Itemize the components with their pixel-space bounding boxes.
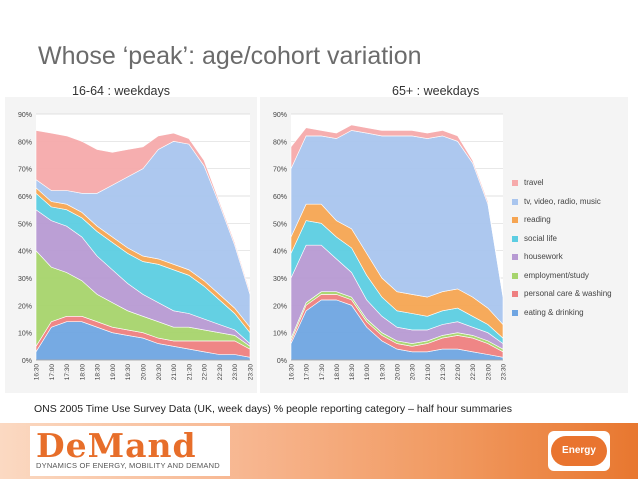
x-tick-label: 21:30 — [186, 364, 193, 381]
y-tick-label: 0% — [277, 358, 287, 365]
y-tick-label: 40% — [273, 249, 287, 256]
y-tick-label: 70% — [273, 167, 287, 174]
legend-label: travel — [524, 178, 544, 187]
logo-background — [30, 426, 230, 476]
legend-swatch — [512, 272, 518, 279]
x-tick-label: 17:00 — [304, 364, 311, 381]
x-tick-label: 17:30 — [319, 364, 326, 381]
chart-right-subtitle: 65+ : weekdays — [392, 84, 480, 98]
x-tick-label: 23:30 — [248, 364, 255, 381]
y-tick-label: 10% — [18, 331, 32, 338]
x-tick-label: 21:30 — [440, 364, 447, 381]
x-tick-label: 18:00 — [79, 364, 86, 381]
x-tick-label: 20:00 — [395, 364, 402, 381]
x-tick-label: 19:00 — [364, 364, 371, 381]
x-tick-label: 22:00 — [202, 364, 209, 381]
x-tick-label: 20:00 — [141, 364, 148, 381]
y-tick-label: 80% — [273, 139, 287, 146]
demand-logo: DeMand — [36, 426, 197, 465]
x-tick-label: 22:30 — [217, 364, 224, 381]
y-tick-label: 60% — [273, 194, 287, 201]
legend-swatch — [512, 291, 518, 297]
legend-swatch — [512, 198, 518, 205]
x-tick-label: 20:30 — [156, 364, 163, 381]
area-travel — [290, 124, 504, 298]
y-tick-label: 50% — [18, 221, 32, 228]
legend-swatch — [512, 217, 518, 223]
x-tick-label: 16:30 — [289, 364, 296, 381]
x-tick-label: 22:00 — [455, 364, 462, 381]
x-tick-label: 18:30 — [95, 364, 102, 381]
x-tick-label: 19:30 — [125, 364, 132, 381]
y-tick-label: 0% — [22, 358, 32, 365]
legend-label: reading — [524, 215, 551, 224]
legend-swatch — [512, 309, 518, 316]
legend-label: social life — [524, 233, 557, 243]
legend-label: personal care & washing — [524, 289, 612, 298]
x-tick-label: 16:30 — [34, 364, 41, 381]
x-tick-label: 20:30 — [410, 364, 417, 381]
chart-left-subtitle: 16-64 : weekdays — [72, 84, 170, 98]
legend-label: employment/study — [524, 270, 589, 280]
x-tick-label: 22:30 — [470, 364, 477, 381]
legend-label: tv, video, radio, music — [524, 196, 601, 206]
y-tick-label: 20% — [273, 303, 287, 310]
y-tick-label: 10% — [273, 331, 287, 338]
x-tick-label: 23:30 — [501, 364, 508, 381]
chart-16-64: 0% 10% 20% 30% 40% 50% 60% 70% 80% 90% 16:30 17:00 1… — [5, 97, 257, 393]
x-tick-label: 21:00 — [171, 364, 178, 381]
y-tick-label: 40% — [18, 249, 32, 256]
legend-label: eating & drinking — [524, 307, 584, 317]
x-tick-label: 17:00 — [49, 364, 56, 381]
x-tick-label: 21:00 — [425, 364, 432, 381]
x-tick-label: 19:30 — [379, 364, 386, 381]
x-tick-label: 17:30 — [64, 364, 71, 381]
y-tick-label: 90% — [18, 112, 32, 119]
y-tick-label: 30% — [18, 276, 32, 283]
x-tick-label: 19:00 — [110, 364, 117, 381]
chart-16-64-svg: 0% 10% 20% 30% 40% 50% 60% 70% 80% 90% 16:30 17:00 1… — [18, 112, 255, 381]
y-tick-label: 90% — [273, 112, 287, 119]
chart-65-plus-svg: 0% 10% 20% 30% 40% 50% 60% 70% 80% 90% 16:30 17:00 1… — [273, 112, 508, 381]
chart-65-plus: 0% 10% 20% 30% 40% 50% 60% 70% 80% 90% 16:30 17:00 1… — [260, 97, 628, 393]
legend-swatch — [512, 235, 518, 242]
legend-swatch — [512, 254, 518, 260]
area-travel — [35, 130, 251, 295]
x-tick-label: 18:30 — [349, 364, 356, 381]
legend-label: housework — [524, 252, 563, 261]
y-tick-label: 60% — [18, 194, 32, 201]
y-tick-label: 50% — [273, 221, 287, 228]
x-tick-label: 18:00 — [334, 364, 341, 381]
legend-swatch — [512, 180, 518, 186]
y-tick-label: 70% — [18, 167, 32, 174]
energy-logo: Energy — [551, 436, 607, 466]
y-tick-label: 30% — [273, 276, 287, 283]
x-tick-label: 23:00 — [485, 364, 492, 381]
x-tick-label: 23:00 — [232, 364, 239, 381]
y-tick-label: 80% — [18, 139, 32, 146]
source-footnote: ONS 2005 Time Use Survey Data (UK, week … — [34, 403, 512, 415]
y-tick-label: 20% — [18, 303, 32, 310]
demand-logo-tagline: DYNAMICS OF ENERGY, MOBILITY AND DEMAND — [36, 461, 220, 470]
slide-title: Whose ‘peak’: age/cohort variation — [38, 42, 422, 70]
